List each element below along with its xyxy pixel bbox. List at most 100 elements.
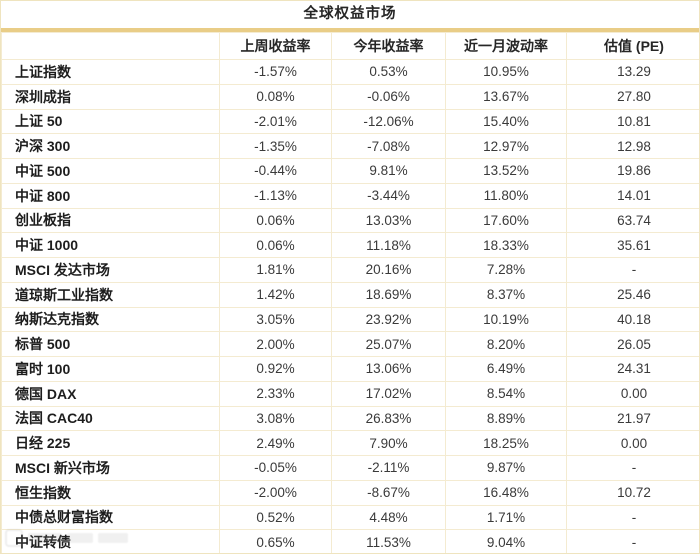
table-row: 上证指数 -1.57% 0.53% 10.95% 13.29	[1, 59, 699, 85]
value-cell: 0.53%	[331, 59, 446, 85]
index-name-cell: 中证 800	[1, 182, 220, 209]
value-cell: 25.07%	[331, 331, 446, 357]
index-name-cell: 纳斯达克指数	[1, 306, 220, 333]
gold-divider	[1, 28, 699, 32]
value-cell: 23.92%	[331, 306, 446, 333]
value-cell: 4.48%	[331, 504, 446, 531]
value-cell: 8.89%	[445, 405, 567, 432]
table-row: 恒生指数 -2.00% -8.67% 16.48% 10.72	[1, 479, 699, 506]
value-cell: 9.87%	[445, 455, 567, 481]
value-cell: 63.74	[566, 207, 699, 234]
value-cell: 1.71%	[445, 504, 567, 531]
table-body: 上证指数 -1.57% 0.53% 10.95% 13.29 深圳成指 0.08% -0.06…	[1, 59, 699, 553]
value-cell: -3.44%	[331, 182, 446, 209]
value-cell: -1.13%	[219, 182, 332, 209]
col-header-ytd-return: 今年收益率	[331, 32, 446, 60]
table-row: 上证 50 -2.01% -12.06% 15.40% 10.81	[1, 108, 699, 135]
value-cell: 8.37%	[445, 281, 567, 308]
index-name-cell: 上证 50	[1, 108, 220, 135]
value-cell: 21.97	[566, 405, 699, 432]
value-cell: 3.08%	[219, 405, 332, 432]
value-cell: 13.06%	[331, 356, 446, 382]
index-name-cell: 上证指数	[1, 59, 220, 85]
value-cell: -8.67%	[331, 479, 446, 506]
index-name-cell: 法国 CAC40	[1, 405, 220, 432]
table-row: 标普 500 2.00% 25.07% 8.20% 26.05	[1, 331, 699, 357]
value-cell: 3.05%	[219, 306, 332, 333]
value-cell: 0.65%	[219, 529, 332, 553]
table-row: MSCI 发达市场 1.81% 20.16% 7.28% -	[1, 257, 699, 283]
value-cell: -2.01%	[219, 108, 332, 135]
value-cell: 6.49%	[445, 356, 567, 382]
col-header-weekly-return: 上周收益率	[219, 32, 332, 60]
table-row: 富时 100 0.92% 13.06% 6.49% 24.31	[1, 356, 699, 382]
value-cell: 7.90%	[331, 430, 446, 456]
value-cell: 18.33%	[445, 232, 567, 258]
value-cell: 10.95%	[445, 59, 567, 85]
value-cell: 0.00	[566, 430, 699, 456]
table-row: 道琼斯工业指数 1.42% 18.69% 8.37% 25.46	[1, 281, 699, 308]
value-cell: 7.28%	[445, 257, 567, 283]
value-cell: -	[566, 455, 699, 481]
table-row: 沪深 300 -1.35% -7.08% 12.97% 12.98	[1, 133, 699, 159]
index-name-cell: 标普 500	[1, 331, 220, 357]
table-title: 全球权益市场	[303, 6, 397, 22]
value-cell: 19.86	[566, 158, 699, 184]
value-cell: 20.16%	[331, 257, 446, 283]
index-name-cell: 中证 1000	[1, 232, 220, 258]
table-row: 中债总财富指数 0.52% 4.48% 1.71% -	[1, 504, 699, 531]
value-cell: 17.02%	[331, 380, 446, 407]
table-row: 中证 800 -1.13% -3.44% 11.80% 14.01	[1, 182, 699, 209]
index-name-cell: MSCI 新兴市场	[1, 455, 220, 481]
value-cell: 25.46	[566, 281, 699, 308]
index-name-cell: 道琼斯工业指数	[1, 281, 220, 308]
value-cell: 0.06%	[219, 207, 332, 234]
value-cell: 9.04%	[445, 529, 567, 553]
value-cell: 1.42%	[219, 281, 332, 308]
value-cell: 0.06%	[219, 232, 332, 258]
value-cell: 9.81%	[331, 158, 446, 184]
value-cell: 0.08%	[219, 83, 332, 110]
value-cell: 40.18	[566, 306, 699, 333]
value-cell: 24.31	[566, 356, 699, 382]
value-cell: -0.05%	[219, 455, 332, 481]
value-cell: 13.03%	[331, 207, 446, 234]
market-table: 上周收益率 今年收益率 近一月波动率 估值 (PE) 上证指数 -1.57% 0.5…	[1, 32, 699, 553]
value-cell: 11.53%	[331, 529, 446, 553]
value-cell: 35.61	[566, 232, 699, 258]
table-row: 日经 225 2.49% 7.90% 18.25% 0.00	[1, 430, 699, 456]
index-name-cell: 中债总财富指数	[1, 504, 220, 531]
value-cell: -12.06%	[331, 108, 446, 135]
table-row: 深圳成指 0.08% -0.06% 13.67% 27.80	[1, 83, 699, 110]
value-cell: 2.33%	[219, 380, 332, 407]
table-row: 创业板指 0.06% 13.03% 17.60% 63.74	[1, 207, 699, 234]
index-name-cell: 深圳成指	[1, 83, 220, 110]
value-cell: 17.60%	[445, 207, 567, 234]
value-cell: -0.44%	[219, 158, 332, 184]
col-header-monthly-volatility: 近一月波动率	[445, 32, 567, 60]
value-cell: 2.49%	[219, 430, 332, 456]
value-cell: 14.01	[566, 182, 699, 209]
value-cell: 2.00%	[219, 331, 332, 357]
value-cell: 13.52%	[445, 158, 567, 184]
value-cell: 16.48%	[445, 479, 567, 506]
value-cell: 0.92%	[219, 356, 332, 382]
table-row: 法国 CAC40 3.08% 26.83% 8.89% 21.97	[1, 405, 699, 432]
index-name-cell: 富时 100	[1, 356, 220, 382]
col-header-valuation-pe: 估值 (PE)	[566, 32, 699, 60]
table-row: 中证 500 -0.44% 9.81% 13.52% 19.86	[1, 158, 699, 184]
value-cell: 15.40%	[445, 108, 567, 135]
table-row: 中证 1000 0.06% 11.18% 18.33% 35.61	[1, 232, 699, 258]
index-name-cell: 中证 500	[1, 158, 220, 184]
value-cell: -1.35%	[219, 133, 332, 159]
header-row: 上周收益率 今年收益率 近一月波动率 估值 (PE)	[1, 32, 699, 60]
value-cell: 26.83%	[331, 405, 446, 432]
table-row: MSCI 新兴市场 -0.05% -2.11% 9.87% -	[1, 455, 699, 481]
table-row: 德国 DAX 2.33% 17.02% 8.54% 0.00	[1, 380, 699, 407]
value-cell: -7.08%	[331, 133, 446, 159]
table-row: 纳斯达克指数 3.05% 23.92% 10.19% 40.18	[1, 306, 699, 333]
value-cell: 10.72	[566, 479, 699, 506]
index-name-cell: 德国 DAX	[1, 380, 220, 407]
value-cell: 12.97%	[445, 133, 567, 159]
value-cell: 0.52%	[219, 504, 332, 531]
